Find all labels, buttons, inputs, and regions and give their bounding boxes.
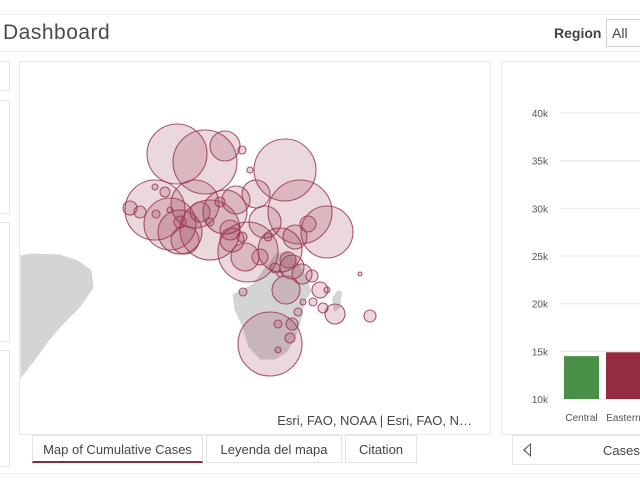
map-canvas[interactable] [20,62,490,434]
case-bubble[interactable] [253,138,317,202]
chart-panel: 10k 15k 20k 25k 30k 35k 40k Central Eastern [501,61,640,435]
case-bubble[interactable] [217,221,279,283]
y-tick-label: 15k [532,347,549,358]
case-bubble[interactable] [274,346,282,354]
madagascar-landmass [332,290,342,312]
case-bubble[interactable] [236,231,248,243]
chart-footer-label: Cases [603,443,640,458]
case-bubble[interactable] [159,186,171,198]
y-tick-label: 20k [532,300,549,311]
case-bubble[interactable] [248,205,282,239]
case-bubble[interactable] [238,287,248,297]
case-bubble[interactable] [308,297,318,307]
case-bubble[interactable] [251,248,269,266]
left-panel-1 [0,61,10,91]
case-bubble[interactable] [214,196,226,208]
bar-eastern[interactable] [606,352,640,399]
case-bubble[interactable] [237,311,303,377]
case-bubble[interactable] [133,205,147,219]
y-tick-label: 30k [532,204,549,215]
case-bubble[interactable] [172,129,238,195]
case-bubble[interactable] [241,179,271,209]
case-bubble[interactable] [237,145,247,155]
case-bubble[interactable] [205,217,215,227]
left-panel-3 [0,222,10,342]
x-tick-label: Eastern [606,413,640,424]
case-bubble[interactable] [279,251,297,269]
case-bubble[interactable] [189,201,211,223]
case-bubble[interactable] [166,206,174,214]
case-bubble[interactable] [269,262,281,274]
chart-footer: Cases [512,435,640,465]
case-bubble[interactable] [209,130,241,162]
case-bubble[interactable] [271,275,301,305]
case-bubble[interactable] [357,271,363,277]
case-bubble[interactable] [151,183,159,191]
case-bubble[interactable] [173,215,187,229]
bar-chart: 10k 15k 20k 25k 30k 35k 40k Central Eastern [532,109,640,424]
case-bubble[interactable] [299,298,307,306]
case-bubble[interactable] [363,309,377,323]
top-bar: Dashboard Region All [0,14,640,52]
case-bubble[interactable] [293,307,303,317]
bottom-divider [0,473,640,474]
chevron-left-icon[interactable] [523,443,531,457]
case-bubble[interactable] [305,269,319,283]
y-tick-label: 40k [532,109,549,120]
case-bubble[interactable] [276,270,284,278]
case-bubble[interactable] [311,281,329,299]
case-bubble[interactable] [263,232,273,242]
case-bubble[interactable] [246,166,254,174]
case-bubble[interactable] [170,225,200,255]
tab-leyenda-del-mapa[interactable]: Leyenda del mapa [206,435,342,463]
case-bubble[interactable] [151,209,161,219]
y-tick-label: 35k [532,157,549,168]
region-label: Region [554,25,602,41]
case-bubble[interactable] [285,317,299,331]
map-panel[interactable]: Esri, FAO, NOAA | Esri, FAO, N… [19,61,491,435]
case-bubble[interactable] [324,303,346,325]
tab-citation[interactable]: Citation [345,435,417,463]
region-select[interactable]: All [606,19,640,47]
case-bubble[interactable] [157,209,203,255]
case-bubble[interactable] [257,227,303,273]
tab-map-of-cumulative-cases[interactable]: Map of Cumulative Cases [32,435,203,463]
left-panel-2 [0,100,10,214]
bar-central[interactable] [564,356,599,399]
case-bubble[interactable] [143,197,197,251]
case-bubbles[interactable] [122,123,377,377]
case-bubble[interactable] [284,332,296,344]
y-tick-label: 10k [532,395,549,406]
case-bubble[interactable] [299,215,317,233]
page-title: Dashboard [3,21,111,44]
map-attribution: Esri, FAO, NOAA | Esri, FAO, N… [277,413,472,428]
case-bubble[interactable] [146,123,208,185]
case-bubble[interactable] [282,224,308,250]
left-panel-4 [0,350,10,467]
y-tick-label: 25k [532,252,549,263]
x-tick-label: Central [565,413,597,424]
case-bubble[interactable] [323,286,331,294]
case-bubble[interactable] [273,319,283,329]
south-america-landmass [20,252,95,381]
